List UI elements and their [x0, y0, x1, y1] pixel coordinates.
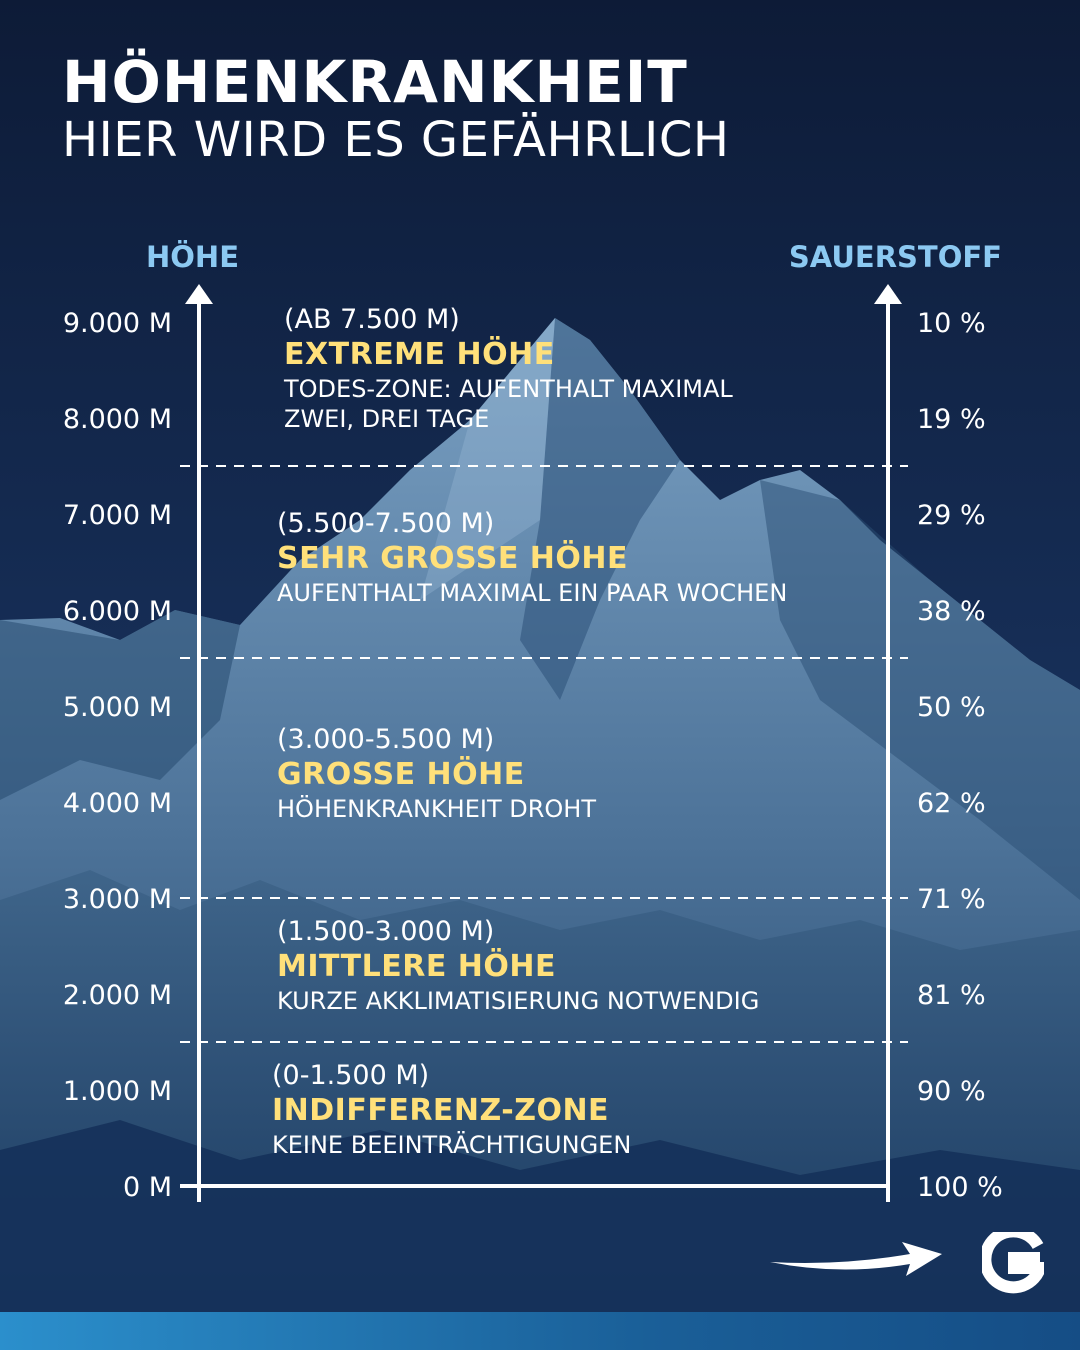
- zone-range-label: (1.500-3.000 M): [277, 916, 495, 947]
- left-tick-label: 7.000 M: [63, 500, 172, 531]
- zone-block: (5.500-7.500 M) SEHR GROSSE HÖHE AUFENTHAL…: [277, 508, 787, 608]
- zone-range-label: (0-1.500 M): [272, 1060, 430, 1091]
- zone-name-label: GROSSE HÖHE: [277, 757, 525, 792]
- zone-range-label: (3.000-5.500 M): [277, 724, 495, 755]
- zone-description-label: HÖHENKRANKHEIT DROHT: [277, 795, 596, 823]
- g-logo-icon: [982, 1232, 1044, 1294]
- left-tick-label: 2.000 M: [63, 980, 172, 1011]
- left-tick-label: 1.000 M: [63, 1076, 172, 1107]
- left-axis-title: HÖHE: [146, 240, 240, 274]
- right-axis-title: SAUERSTOFF: [788, 240, 1002, 274]
- left-tick-label: 0 M: [123, 1172, 172, 1203]
- right-tick-label: 90 %: [917, 1076, 986, 1107]
- right-tick-label: 19 %: [917, 404, 986, 435]
- left-axis-arrow-icon: [185, 284, 213, 304]
- left-tick-label: 8.000 M: [63, 404, 172, 435]
- left-tick-label: 9.000 M: [63, 308, 172, 339]
- zone-name-label: MITTLERE HÖHE: [277, 949, 556, 984]
- left-tick-label: 6.000 M: [63, 596, 172, 627]
- zone-name-label: INDIFFERENZ-ZONE: [272, 1093, 610, 1128]
- zone-description-label: AUFENTHALT MAXIMAL EIN PAAR WOCHEN: [277, 579, 788, 607]
- right-tick-label: 50 %: [917, 692, 986, 723]
- page-title: HÖHENKRANKHEIT: [62, 48, 688, 116]
- left-tick-label: 5.000 M: [63, 692, 172, 723]
- zone-range-label: (AB 7.500 M): [284, 304, 460, 335]
- right-tick-label: 81 %: [917, 980, 986, 1011]
- right-tick-label: 29 %: [917, 500, 986, 531]
- zone-description-label: KURZE AKKLIMATISIERUNG NOTWENDIG: [277, 987, 760, 1015]
- right-axis-arrow-icon: [874, 284, 902, 304]
- left-tick-label: 4.000 M: [63, 788, 172, 819]
- zone-description-label: TODES-ZONE: AUFENTHALT MAXIMAL ZWEI, DRE…: [284, 375, 733, 433]
- zone-name-label: EXTREME HÖHE: [284, 337, 555, 372]
- zone-block: (3.000-5.500 M) GROSSE HÖHE HÖHENKRANKHEIT…: [277, 724, 596, 824]
- right-tick-label: 100 %: [917, 1172, 1003, 1203]
- footer-bar: [0, 1312, 1080, 1350]
- zone-range-label: (5.500-7.500 M): [277, 508, 495, 539]
- zone-block: (0-1.500 M) INDIFFERENZ-ZONE KEINE BEEINTR…: [272, 1060, 631, 1160]
- right-tick-label: 62 %: [917, 788, 986, 819]
- right-tick-label: 10 %: [917, 308, 986, 339]
- arrow-logo-icon: [770, 1242, 942, 1276]
- left-tick-label: 3.000 M: [63, 884, 172, 915]
- right-tick-label: 38 %: [917, 596, 986, 627]
- zone-block: (AB 7.500 M) EXTREME HÖHE TODES-ZONE: AUFE…: [284, 304, 764, 434]
- zone-name-label: SEHR GROSSE HÖHE: [277, 541, 628, 576]
- right-tick-label: 71 %: [917, 884, 986, 915]
- zone-description-label: KEINE BEEINTRÄCHTIGUNGEN: [272, 1131, 632, 1159]
- zone-block: (1.500-3.000 M) MITTLERE HÖHE KURZE AKKLIM…: [277, 916, 759, 1016]
- page-subtitle: HIER WIRD ES GEFÄHRLICH: [62, 112, 730, 168]
